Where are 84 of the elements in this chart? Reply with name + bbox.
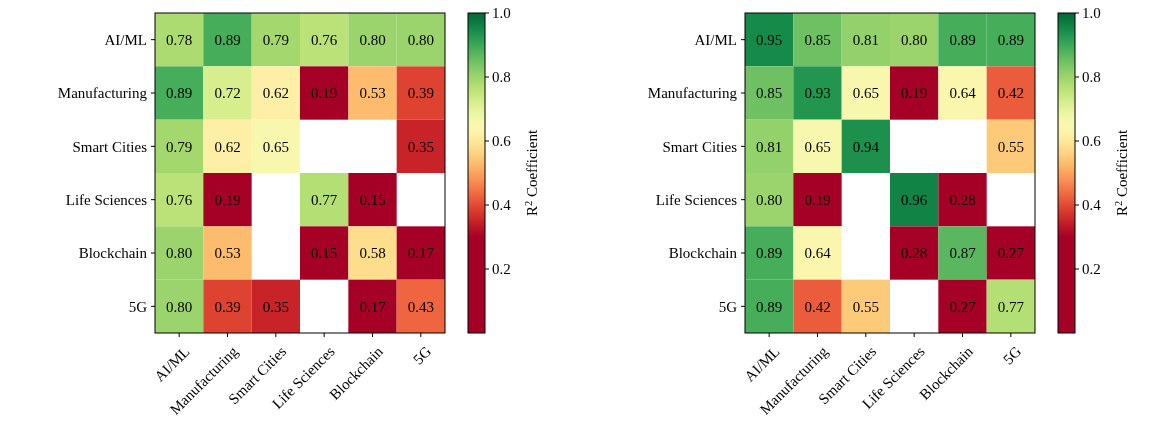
y-tick-label: 5G (128, 298, 148, 315)
y-tick-label: Life Sciences (65, 191, 148, 208)
data-label: 0.62 (214, 138, 241, 155)
data-label: 0.65 (262, 138, 289, 155)
data-label: 0.80 (901, 31, 928, 48)
data-label: 0.76 (166, 191, 193, 208)
color-bar-label: 0.4 (492, 197, 512, 214)
data-label: 0.19 (214, 191, 241, 208)
data-label: 0.85 (756, 85, 783, 102)
data-label: 0.89 (756, 298, 783, 315)
data-label: 0.96 (901, 191, 928, 208)
color-bar-label: 0.2 (492, 261, 511, 278)
data-label: 0.89 (756, 245, 783, 262)
data-label: 0.79 (262, 31, 289, 48)
color-bar-label: 1.0 (492, 5, 511, 22)
data-label: 0.28 (949, 191, 976, 208)
y-tick-label: Smart Cities (662, 138, 738, 155)
data-label: 0.80 (166, 298, 193, 315)
data-label: 0.17 (359, 298, 387, 315)
y-tick-label: Blockchain (668, 245, 738, 262)
color-bar-label: 0.4 (1082, 197, 1102, 214)
data-label: 0.87 (949, 245, 977, 262)
data-label: 0.27 (997, 245, 1025, 262)
data-label: 0.64 (949, 85, 977, 102)
data-label: 0.55 (852, 298, 879, 315)
data-label: 0.55 (997, 138, 1024, 155)
data-label: 0.95 (756, 31, 783, 48)
data-label: 0.77 (311, 191, 338, 208)
data-label: 0.39 (407, 85, 434, 102)
data-label: 0.42 (804, 298, 831, 315)
data-label: 0.39 (214, 298, 241, 315)
x-tick-label: 5G (410, 343, 435, 368)
y-tick-label: Manufacturing (647, 85, 738, 102)
data-label: 0.64 (804, 245, 832, 262)
data-label: 0.17 (407, 245, 435, 262)
x-tick-label: 5G (1000, 343, 1025, 368)
data-label: 0.65 (852, 85, 879, 102)
data-label: 0.19 (804, 191, 831, 208)
y-tick-label: 5G (718, 298, 738, 315)
data-label: 0.93 (804, 85, 831, 102)
data-label: 0.43 (407, 298, 434, 315)
y-tick-label: Life Sciences (655, 191, 738, 208)
color-bar-label: 0.8 (492, 69, 511, 86)
y-tick-label: AI/ML (694, 31, 737, 48)
data-label: 0.35 (262, 298, 289, 315)
color-bar-label: 1.0 (1082, 5, 1101, 22)
y-tick-label: AI/ML (104, 31, 147, 48)
data-label: 0.94 (852, 138, 880, 155)
data-label: 0.53 (214, 245, 241, 262)
data-label: 0.28 (901, 245, 928, 262)
data-label: 0.62 (262, 85, 289, 102)
y-tick-label: Manufacturing (57, 85, 148, 102)
data-label: 0.15 (311, 245, 338, 262)
data-label: 0.35 (407, 138, 434, 155)
y-tick-label: Blockchain (78, 245, 148, 262)
data-label: 0.81 (756, 138, 783, 155)
data-label: 0.80 (756, 191, 783, 208)
y-tick-label: Smart Cities (72, 138, 148, 155)
color-bar-label: 0.6 (492, 133, 512, 150)
data-label: 0.27 (949, 298, 977, 315)
data-label: 0.80 (407, 31, 434, 48)
data-label: 0.19 (901, 85, 928, 102)
color-bar-label: 0.8 (1082, 69, 1101, 86)
data-label: 0.77 (997, 298, 1025, 315)
data-label: 0.80 (166, 245, 193, 262)
color-bar-label: 0.6 (1082, 133, 1102, 150)
data-label: 0.76 (311, 31, 338, 48)
data-label: 0.79 (166, 138, 193, 155)
color-bar-label: 0.2 (1082, 261, 1101, 278)
data-label: 0.19 (311, 85, 338, 102)
data-label: 0.78 (166, 31, 193, 48)
data-label: 0.65 (804, 138, 831, 155)
data-label: 0.85 (804, 31, 831, 48)
data-label: 0.58 (359, 245, 386, 262)
data-label: 0.89 (214, 31, 241, 48)
data-label: 0.42 (997, 85, 1024, 102)
data-label: 0.15 (359, 191, 386, 208)
data-label: 0.81 (852, 31, 879, 48)
data-label: 0.89 (997, 31, 1024, 48)
data-label: 0.89 (949, 31, 976, 48)
data-label: 0.53 (359, 85, 386, 102)
data-label: 0.72 (214, 85, 241, 102)
data-label: 0.80 (359, 31, 386, 48)
data-label: 0.89 (166, 85, 193, 102)
